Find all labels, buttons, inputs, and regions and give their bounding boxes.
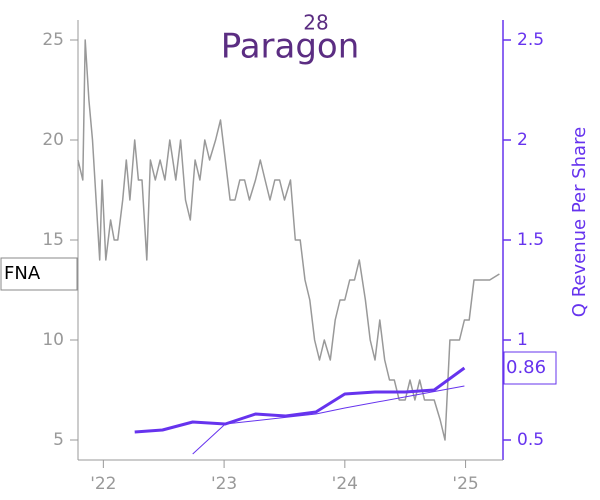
series-line bbox=[192, 385, 465, 455]
ticker-label: FNA bbox=[4, 263, 41, 284]
y-tick-label: 20 bbox=[42, 130, 64, 150]
y-tick-label: 5 bbox=[53, 430, 64, 450]
x-tick-label: '25 bbox=[452, 474, 478, 494]
x-tick-label: '22 bbox=[90, 474, 116, 494]
x-tick-label: '23 bbox=[211, 474, 237, 494]
logo: Paragon bbox=[221, 27, 360, 67]
y2-tick-label: 1 bbox=[517, 330, 528, 350]
y-tick-label: 25 bbox=[42, 30, 64, 50]
series-line bbox=[134, 366, 466, 434]
y2-tick-label: 2.5 bbox=[517, 30, 544, 50]
y2-axis-label: Q Revenue Per Share bbox=[569, 127, 590, 317]
last-value-box bbox=[503, 351, 557, 385]
y-tick-label: 15 bbox=[42, 230, 64, 250]
y2-tick-label: 0.5 bbox=[517, 430, 544, 450]
y2-tick-label: 1.5 bbox=[517, 230, 544, 250]
logo-mark: 28 bbox=[303, 11, 328, 35]
last-value-label: 0.86 bbox=[506, 357, 546, 378]
y2-tick-label: 2 bbox=[517, 130, 528, 150]
series-line bbox=[77, 39, 500, 441]
y-tick-label: 10 bbox=[42, 330, 64, 350]
ticker-box bbox=[0, 257, 78, 291]
x-tick-label: '24 bbox=[332, 474, 358, 494]
